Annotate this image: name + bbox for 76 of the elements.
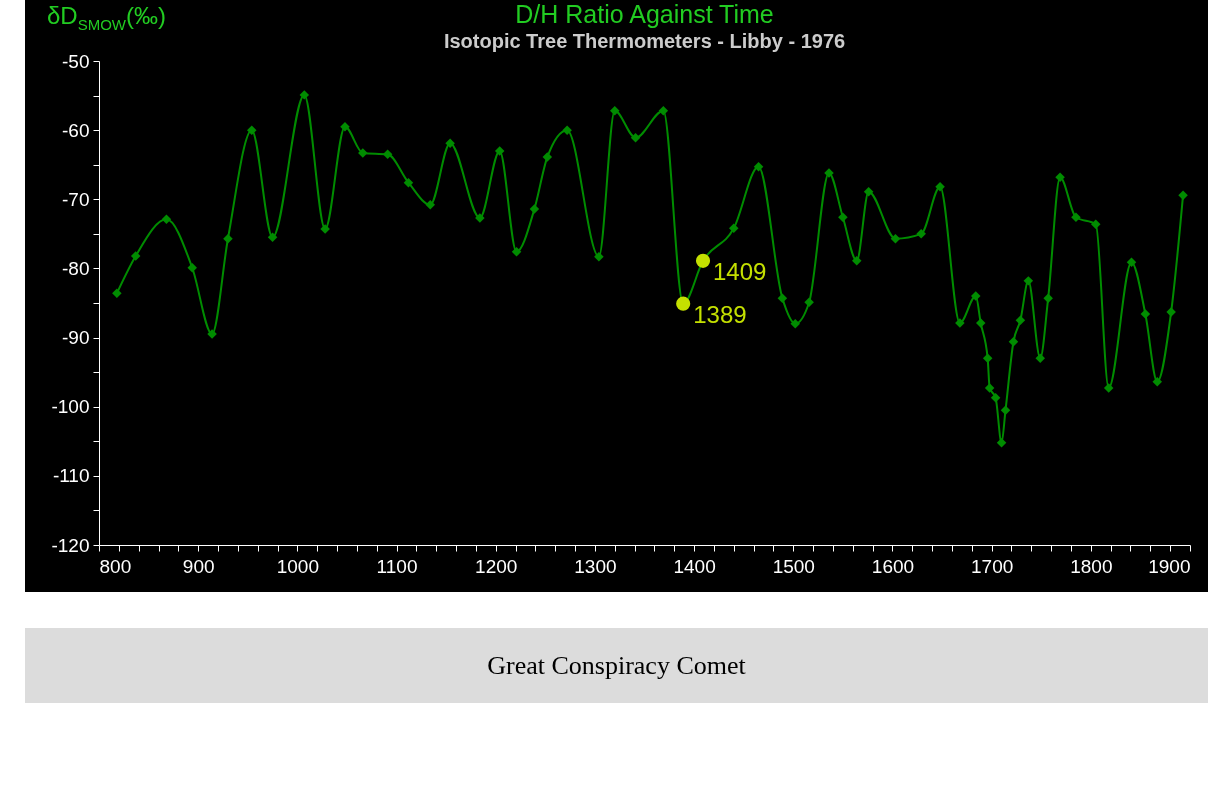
point: [267, 232, 278, 243]
x-tick-label: 1300: [574, 555, 617, 577]
point: [112, 288, 122, 299]
point: [594, 251, 604, 262]
y-tick-label: -80: [62, 257, 90, 279]
point: [1008, 336, 1019, 347]
point: [610, 106, 620, 116]
point: [562, 125, 572, 135]
point: [1035, 353, 1045, 364]
point: [790, 319, 800, 329]
x-tick-label: 1500: [772, 555, 815, 577]
point: [1140, 309, 1151, 319]
point: [299, 90, 310, 100]
annotation: 1389: [693, 300, 747, 328]
point: [838, 212, 848, 223]
point: [1103, 383, 1114, 393]
point: [1043, 293, 1053, 303]
point: [161, 214, 172, 225]
point: [996, 437, 1007, 448]
point: [247, 125, 257, 135]
point: [658, 106, 669, 116]
point: [529, 204, 540, 214]
point: [852, 256, 862, 266]
x-tick-label: 1600: [871, 555, 915, 577]
point: [187, 262, 197, 273]
x-tick-label: 1800: [1070, 555, 1113, 577]
point: [777, 293, 788, 303]
y-tick-label: -60: [62, 119, 90, 141]
x-tick-label: 1400: [673, 555, 716, 577]
point: [223, 233, 233, 244]
point: [1023, 276, 1034, 286]
annotation: 1409: [713, 257, 767, 285]
point: [1000, 405, 1011, 415]
x-tick-label: 1700: [971, 555, 1014, 577]
point: [971, 291, 981, 301]
point: [1015, 315, 1026, 326]
point: [494, 146, 505, 156]
point: [511, 247, 522, 257]
point: [130, 251, 141, 261]
x-tick-label: 1900: [1148, 555, 1191, 577]
y-tick-label: -70: [62, 188, 90, 210]
point: [916, 229, 926, 239]
point: [753, 162, 764, 172]
x-tick-label: 1200: [475, 555, 518, 577]
point: [982, 353, 993, 364]
point: [1071, 212, 1081, 223]
point: [542, 152, 553, 162]
y-tick-label: -50: [62, 50, 90, 72]
point: [340, 121, 350, 132]
point: [984, 383, 995, 393]
point: [975, 318, 986, 328]
point: [425, 200, 436, 210]
chart-title: D/H Ratio Against Time: [515, 0, 774, 28]
point: [990, 392, 1001, 403]
point: [729, 223, 739, 234]
y-tick-label: -100: [51, 396, 90, 418]
point: [1152, 377, 1163, 387]
x-tick-label: 1100: [376, 555, 418, 577]
point: [445, 138, 455, 149]
y-tick-label: -90: [62, 327, 90, 349]
x-tick-label: 1000: [276, 555, 319, 577]
point: [382, 149, 393, 160]
point: [1091, 219, 1101, 229]
point: [863, 186, 874, 197]
text: Great Conspiracy Comet: [25, 628, 1208, 703]
x-tick-label: 900: [182, 555, 215, 577]
point: [630, 133, 641, 143]
point: [1126, 257, 1137, 267]
x-tick-label: 800: [99, 555, 132, 577]
y-tick-label: -110: [52, 465, 90, 487]
y-axis-title: δD$_{SMOW}$(‰): [47, 2, 167, 33]
y-tick-label: -120: [51, 534, 90, 556]
chart-subtitle: Isotopic Tree Thermometers - Libby - 1976: [443, 30, 846, 52]
point: [403, 177, 414, 188]
point: [804, 297, 814, 308]
point: [890, 233, 901, 244]
